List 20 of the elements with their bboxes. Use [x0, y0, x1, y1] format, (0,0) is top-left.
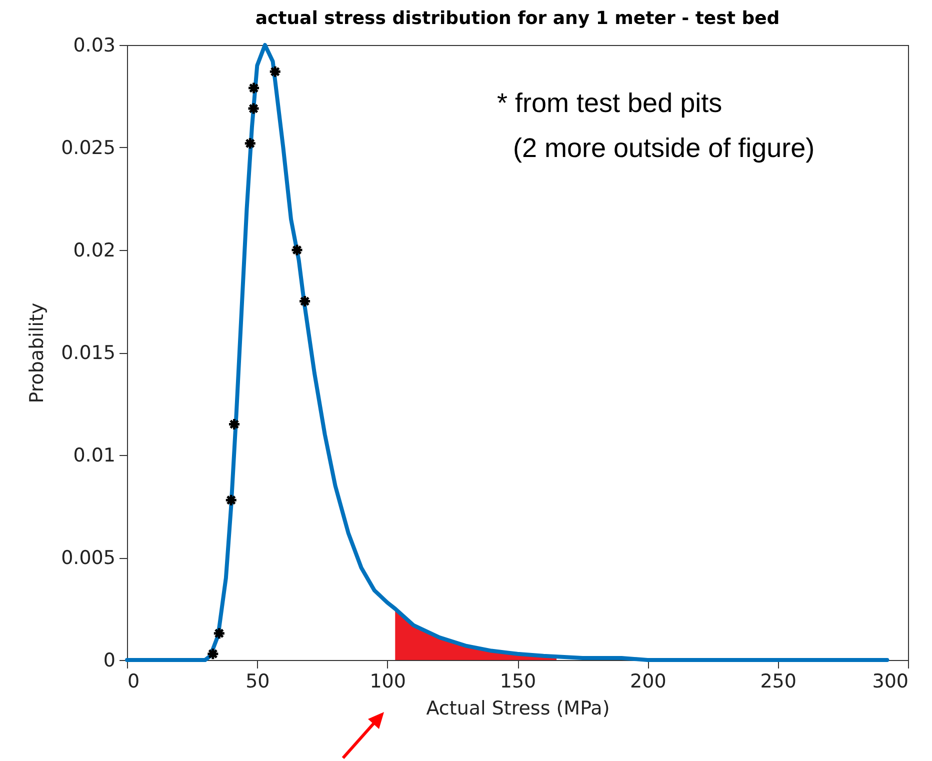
y-tick-label: 0.02	[73, 240, 116, 262]
x-tick-label: 300	[872, 670, 908, 692]
x-tick-label: 150	[500, 670, 536, 692]
line-series	[125, 43, 890, 662]
x-tick-label: 100	[370, 670, 406, 692]
annotation: (2 more outside of figure)	[513, 133, 815, 163]
y-tick-label: 0.01	[73, 444, 116, 466]
y-tick-label: 0.005	[61, 547, 116, 569]
y-tick-label: 0.015	[61, 342, 116, 364]
annotation: * from test bed pits	[497, 88, 722, 118]
chart-title: actual stress distribution for any 1 meter - test bed	[255, 8, 780, 29]
y-tick-label: 0.025	[61, 137, 116, 159]
y-tick-label: 0	[103, 650, 116, 672]
x-axis-title: Actual Stress (MPa)	[426, 698, 610, 720]
x-tick-label: 0	[128, 670, 140, 692]
x-tick-label: 250	[760, 670, 796, 692]
y-tick-label: 0.03	[73, 34, 116, 56]
x-tick-label: 50	[246, 670, 270, 692]
y-axis-title: Probability	[26, 302, 48, 404]
x-tick-label: 200	[630, 670, 666, 692]
